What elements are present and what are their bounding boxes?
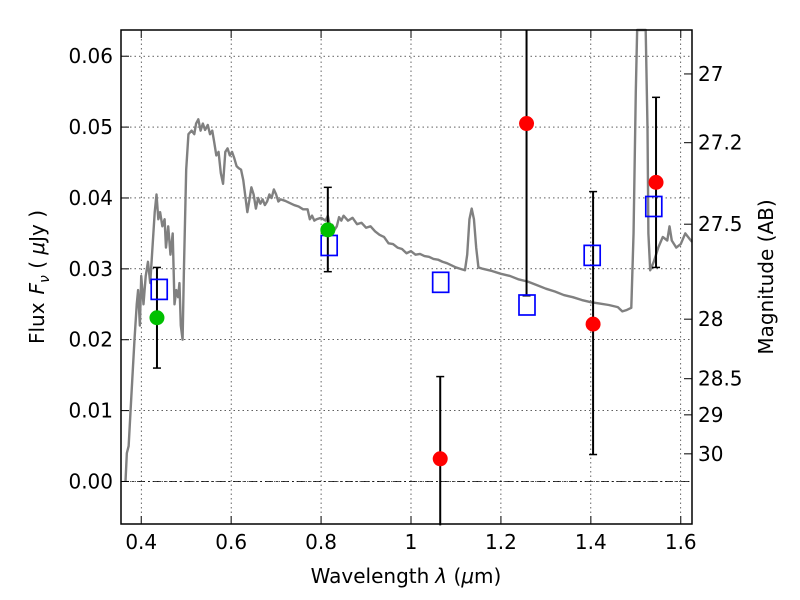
y-tick-label: 0.06 xyxy=(68,44,113,68)
y-tick-label: 0.04 xyxy=(68,186,113,210)
ticks: 0.4 0.6 0.8 1 1.2 1.4 1.6 0.00 0.01 0.02 0.03 0.04 0… xyxy=(68,30,743,554)
x-tick-label: 1.4 xyxy=(575,530,607,554)
y-tick-label: 0.01 xyxy=(68,399,113,423)
x-axis-title-unit-rest: m) xyxy=(474,564,501,588)
series-group xyxy=(124,28,693,526)
x-axis-title-unit-open: ( xyxy=(447,564,461,588)
y-tick-label: 0.05 xyxy=(68,115,113,139)
y-axis-title: Flux Fν ( μJy ) xyxy=(25,210,53,344)
plot-background xyxy=(121,30,692,524)
x-tick-label: 1.2 xyxy=(485,530,517,554)
x-tick-label: 1.6 xyxy=(665,530,697,554)
x-axis-title-text: Wavelength xyxy=(311,564,430,588)
observed-flux-point xyxy=(519,116,535,132)
model-photometry-square xyxy=(583,244,602,267)
observed-flux-point xyxy=(648,174,664,190)
plot-frame xyxy=(120,29,693,525)
x-tick-label: 1 xyxy=(405,530,418,554)
observed-flux-point xyxy=(320,222,336,238)
y-tick-label: 0.00 xyxy=(68,469,113,493)
y-axis-title-unit-mu: μ xyxy=(25,242,49,256)
y-axis-title-subscript: ν xyxy=(37,275,53,283)
observed-flux-point xyxy=(585,316,601,332)
grid xyxy=(121,30,692,524)
observed-flux-point xyxy=(149,310,165,326)
y-axis-title-symbol: F xyxy=(25,282,49,294)
x-axis-title-symbol: λ xyxy=(434,564,447,588)
x-tick-label: 0.4 xyxy=(125,530,157,554)
x-tick-label: 0.8 xyxy=(305,530,337,554)
y-tick-label: 0.02 xyxy=(68,328,113,352)
y2-tick-label: 27.5 xyxy=(698,212,743,236)
x-axis-title: Wavelength λ (μm) xyxy=(311,564,502,588)
y2-axis-title: Magnitude (AB) xyxy=(754,199,778,354)
y2-tick-label: 30 xyxy=(698,442,723,466)
x-axis-title-unit-mu: μ xyxy=(460,564,474,588)
y2-tick-label: 27.2 xyxy=(698,131,743,155)
y-axis-title-unit-rest: Jy ) xyxy=(25,210,49,244)
x-tick-label: 0.6 xyxy=(215,530,247,554)
y2-tick-label: 27 xyxy=(698,62,723,86)
model-spectrum-line xyxy=(124,28,693,482)
model-photometry-square xyxy=(431,271,450,294)
y2-tick-label: 29 xyxy=(698,403,723,427)
y2-tick-label: 28.5 xyxy=(698,367,743,391)
y2-tick-label: 28 xyxy=(698,307,723,331)
y-tick-label: 0.03 xyxy=(68,257,113,281)
y-axis-title-text: Flux xyxy=(25,302,49,344)
observed-flux-point xyxy=(432,451,448,467)
model-photometry-square xyxy=(150,278,169,301)
model-photometry-square xyxy=(518,294,536,316)
y-axis-title-unit-open: ( xyxy=(25,255,49,276)
model-photometry-square xyxy=(644,195,663,218)
